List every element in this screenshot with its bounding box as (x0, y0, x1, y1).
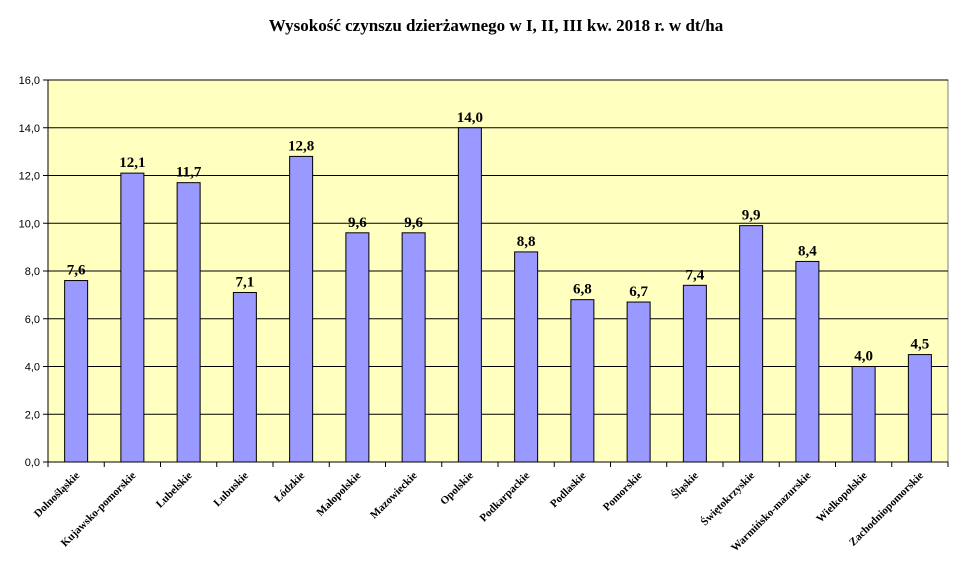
x-tick-label: Łódzkie (272, 470, 307, 505)
x-tick-label: Wielkopolskie (814, 470, 870, 526)
x-tick-label: Opolskie (438, 470, 476, 508)
data-label: 8,4 (798, 243, 817, 259)
bar (851, 366, 876, 463)
data-label: 4,5 (911, 337, 930, 353)
data-label: 12,8 (288, 138, 314, 154)
data-label: 8,8 (517, 234, 536, 250)
bars (64, 127, 932, 463)
bar (345, 232, 370, 463)
y-tick-label: 6,0 (25, 314, 40, 326)
bar (120, 172, 145, 463)
y-tick-label: 2,0 (25, 409, 40, 421)
x-tick-label: Świętokrzyskie (699, 470, 758, 529)
data-label: 7,6 (67, 263, 86, 279)
data-label: 9,6 (348, 215, 367, 231)
x-tick-label: Lubelskie (154, 470, 195, 511)
data-label: 6,8 (573, 282, 592, 298)
y-tick-label: 16,0 (19, 75, 40, 87)
data-labels: 7,6 12,1 11,7 7,1 12,8 9,6 9,6 14,0 8,8 6,8 6,7 7,4… (67, 110, 930, 365)
bar (289, 155, 314, 463)
y-tick-label: 12,0 (19, 171, 40, 183)
bar (514, 251, 539, 463)
y-tick-label: 0,0 (25, 457, 40, 469)
data-label: 7,1 (236, 274, 255, 290)
y-axis-ticks: 0,0 2,0 4,0 6,0 8,0 10,0 12,0 14,0 16,0 (19, 75, 40, 469)
bar (64, 280, 89, 463)
x-tick-label: Podkarpackie (478, 470, 533, 525)
bar (232, 291, 257, 463)
x-tick-label: Śląskie (669, 470, 701, 502)
bar (457, 127, 482, 463)
data-label: 7,4 (686, 267, 705, 283)
y-tick-label: 10,0 (19, 218, 40, 230)
bar (401, 232, 426, 463)
x-tick-label: Małopolskie (314, 470, 363, 519)
x-tick-label: Pomorskie (601, 470, 645, 514)
x-tick-label: Dolnośląskie (32, 470, 82, 520)
x-tick-label: Mazowieckie (368, 470, 420, 522)
bar (795, 260, 820, 463)
y-tick-label: 14,0 (19, 123, 40, 135)
bar (626, 301, 651, 463)
x-tick-label: Lubuskie (211, 470, 251, 510)
axes (43, 79, 949, 467)
bar (682, 284, 707, 463)
data-label: 4,0 (854, 349, 873, 365)
bar (176, 182, 201, 463)
data-label: 14,0 (457, 110, 483, 126)
data-label: 6,7 (629, 284, 648, 300)
bar (570, 299, 595, 463)
x-tick-label: Podlaskie (548, 470, 589, 511)
data-label: 9,9 (742, 208, 761, 224)
chart-title: Wysokość czynszu dzierżawnego w I, II, I… (269, 16, 724, 35)
bar (907, 354, 932, 463)
data-label: 9,6 (404, 215, 423, 231)
y-tick-label: 4,0 (25, 362, 40, 374)
data-label: 11,7 (176, 165, 202, 181)
data-label: 12,1 (119, 155, 145, 171)
y-tick-label: 8,0 (25, 266, 40, 278)
bar (739, 225, 764, 463)
